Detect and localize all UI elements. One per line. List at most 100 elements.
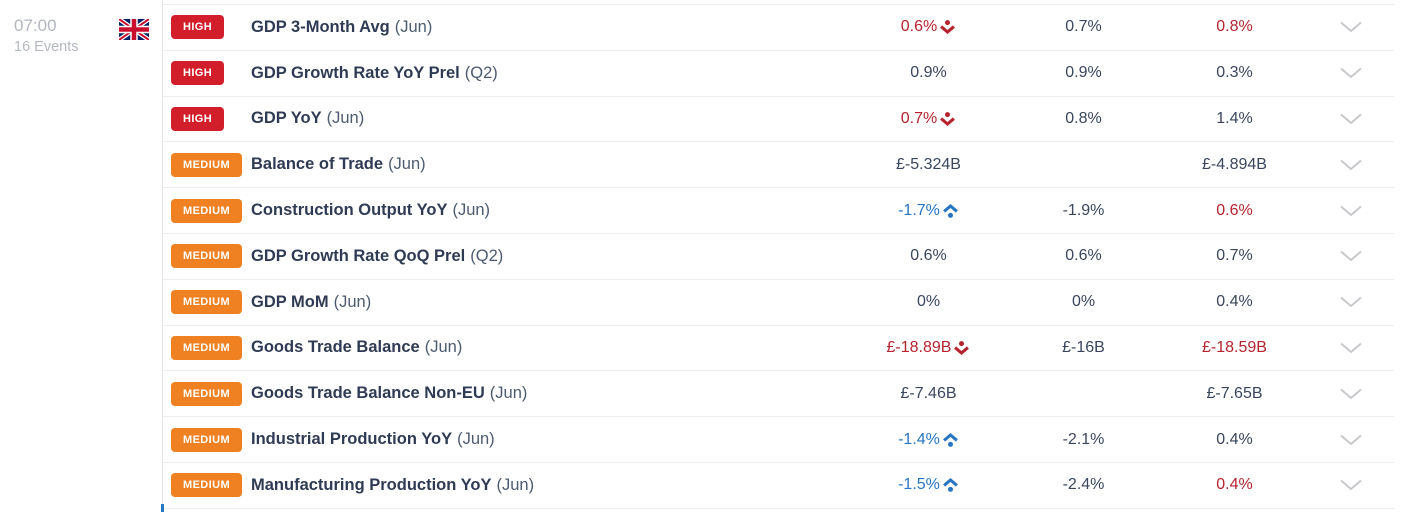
event-row[interactable]: MEDIUM Goods Trade Balance (Jun) £-18.89B £-… [163,325,1394,372]
event-title: GDP Growth Rate YoY Prel [251,63,460,82]
group-event-count: 16 Events [14,39,79,56]
actual-value-text: -1.7% [898,201,940,219]
event-period: (Jun) [326,109,365,128]
worse-than-expected-arrow-down-icon [939,111,956,127]
importance-badge: MEDIUM [171,244,243,269]
expand-row-chevron-down-icon[interactable] [1308,159,1394,171]
expand-row-chevron-down-icon[interactable] [1308,205,1394,217]
importance-badge: MEDIUM [171,473,243,498]
importance-cell: HIGH [163,61,251,86]
actual-value-text: 0% [916,293,941,311]
importance-cell: MEDIUM [163,198,251,223]
consensus-value-text: £-16B [1062,338,1105,356]
event-title: Industrial Production YoY [251,430,453,449]
previous-value: 0.6% [1161,202,1308,220]
event-row[interactable]: HIGH GDP Growth Rate YoY Prel (Q2) 0.9% 0.9%… [163,50,1394,97]
expand-row-chevron-down-icon[interactable] [1308,388,1394,400]
event-name: Manufacturing Production YoY (Jun) [251,476,851,495]
event-row[interactable]: MEDIUM GDP MoM (Jun) 0% 0% 0.4% [163,279,1394,326]
previous-value-text: 1.4% [1216,109,1253,127]
consensus-value: 0.8% [1006,110,1161,128]
actual-value: 0.7% [851,110,1006,128]
consensus-value: -2.1% [1006,431,1161,449]
previous-value: 0.3% [1161,64,1308,82]
event-row[interactable]: HIGH GDP YoY (Jun) 0.7% 0.8% 1.4% [163,96,1394,143]
group-time: 07:00 [14,16,57,35]
actual-value-text: £-18.89B [886,338,952,356]
importance-cell: HIGH [163,106,251,131]
consensus-value: -2.4% [1006,476,1161,494]
time-group-info: 07:00 16 Events [14,16,79,55]
consensus-value-text: 0.6% [1065,247,1102,265]
actual-value: 0% [851,293,1006,311]
consensus-value-text: 0.8% [1065,109,1102,127]
event-title: GDP YoY [251,109,322,128]
expand-row-chevron-down-icon[interactable] [1308,434,1394,446]
worse-than-expected-arrow-down-icon [953,340,970,356]
event-period: (Jun) [489,384,528,403]
consensus-value: £-16B [1006,339,1161,357]
consensus-value-text: -2.1% [1062,430,1105,448]
event-period: (Q2) [464,63,498,82]
actual-value-text: -1.4% [898,430,940,448]
event-title: GDP MoM [251,292,329,311]
importance-badge: HIGH [171,15,225,40]
consensus-value: -1.9% [1006,202,1161,220]
actual-value-text: 0.6% [910,247,947,265]
previous-value: 0.7% [1161,247,1308,265]
event-row[interactable]: MEDIUM GDP Growth Rate QoQ Prel (Q2) 0.6% 0.… [163,233,1394,280]
event-title: GDP Growth Rate QoQ Prel [251,246,466,265]
event-period: (Jun) [424,338,463,357]
consensus-value: 0.9% [1006,64,1161,82]
event-row[interactable]: MEDIUM Goods Trade Balance Non-EU (Jun) £-7… [163,371,1394,418]
event-title: Goods Trade Balance Non-EU [251,384,485,403]
event-name: GDP 3-Month Avg (Jun) [251,18,851,37]
previous-value: £-18.59B [1161,339,1308,357]
actual-value-text: 0.6% [900,18,938,36]
previous-value: 1.4% [1161,110,1308,128]
importance-cell: MEDIUM [163,381,251,406]
expand-row-chevron-down-icon[interactable] [1308,342,1394,354]
time-group-column: 07:00 16 Events [0,0,163,512]
event-row[interactable]: MEDIUM Manufacturing Production YoY (Jun) -… [163,462,1394,509]
event-period: (Jun) [452,201,491,220]
consensus-value-text: 0% [1071,293,1096,311]
event-title: Balance of Trade [251,155,384,174]
actual-value: 0.9% [851,64,1006,82]
actual-value-text: 0.7% [900,109,938,127]
expand-row-chevron-down-icon[interactable] [1308,296,1394,308]
better-than-expected-arrow-up-icon [942,203,959,219]
actual-value: £-7.46B [851,385,1006,403]
consensus-value-text: 0.7% [1065,18,1102,36]
expand-row-chevron-down-icon[interactable] [1308,21,1394,33]
expand-row-chevron-down-icon[interactable] [1308,113,1394,125]
expand-row-chevron-down-icon[interactable] [1308,479,1394,491]
event-name: GDP Growth Rate QoQ Prel (Q2) [251,247,851,266]
actual-value-text: -1.5% [898,476,940,494]
event-period: (Jun) [457,430,495,449]
event-row[interactable]: MEDIUM Balance of Trade (Jun) £-5.324B £-4.8… [163,142,1394,189]
importance-badge: MEDIUM [171,198,243,223]
actual-value-text: £-7.46B [900,384,957,402]
importance-badge: HIGH [171,61,225,86]
consensus-value: 0% [1006,293,1161,311]
expand-row-chevron-down-icon[interactable] [1308,67,1394,79]
event-period: (Jun) [496,475,535,494]
expand-row-chevron-down-icon[interactable] [1308,250,1394,262]
next-group-accent [161,504,164,512]
actual-value: £-5.324B [851,156,1006,174]
uk-flag-icon [117,17,151,42]
better-than-expected-arrow-up-icon [942,432,959,448]
event-period: (Jun) [394,17,433,36]
event-row[interactable]: MEDIUM Industrial Production YoY (Jun) -1.4… [163,417,1394,463]
actual-value: 0.6% [851,247,1006,265]
event-row[interactable]: MEDIUM Construction Output YoY (Jun) -1.7% -… [163,188,1394,234]
event-name: Balance of Trade (Jun) [251,155,851,174]
consensus-value-text: -1.9% [1062,201,1105,219]
previous-value: 0.8% [1161,18,1308,36]
previous-value: 0.4% [1161,476,1308,494]
event-row[interactable]: HIGH GDP 3-Month Avg (Jun) 0.6% 0.7% 0.8% [163,5,1394,51]
event-period: (Jun) [388,155,426,174]
importance-cell: HIGH [163,15,251,40]
